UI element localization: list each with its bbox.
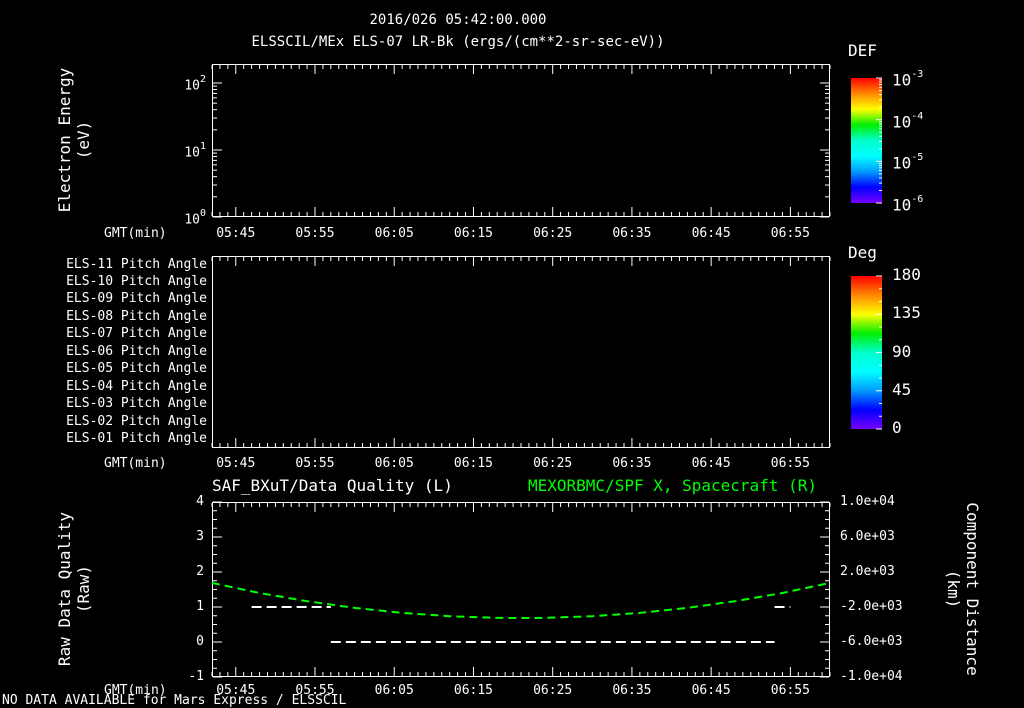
x-tick-label: 05:55 — [295, 226, 335, 241]
deg-colorbar-tick-label: 45 — [892, 379, 912, 399]
quality-distance-panel — [212, 502, 830, 677]
x-tick-label: 05:45 — [216, 683, 256, 698]
p3-left-tick-label: 3 — [196, 529, 204, 544]
x-tick-label: 05:55 — [295, 456, 335, 471]
p1-y-tick-label: 101 — [168, 141, 206, 160]
p3-right-tick-label: -2.0e+03 — [840, 599, 903, 614]
no-data-message: NO DATA AVAILABLE for Mars Express / ELS… — [2, 693, 347, 708]
pitch-angle-row-label: ELS-01 Pitch Angle — [66, 431, 207, 446]
x-tick-label: 06:35 — [612, 456, 652, 471]
def-colorbar-tick-label: 10-6 — [892, 193, 923, 214]
x-tick-label: 06:35 — [612, 683, 652, 698]
x-tick-label: 06:55 — [770, 456, 810, 471]
def-colorbar-tick-label: 10-3 — [892, 68, 923, 89]
p3-right-series-title: MEXORBMC/SPF X, Spacecraft (R) — [528, 476, 817, 495]
deg-colorbar-tick-label: 90 — [892, 341, 912, 361]
pitch-angle-panel — [212, 256, 830, 448]
pitch-angle-row-label: ELS-09 Pitch Angle — [66, 291, 207, 307]
p1-y-tick-label: 100 — [168, 208, 206, 227]
p3-right-tick-label: 1.0e+04 — [840, 494, 895, 509]
p1-y-tick-label-exp: 1 — [199, 141, 206, 152]
spacecraft-distance-curve — [211, 581, 831, 620]
x-tick-label: 06:05 — [374, 226, 414, 241]
p2-x-axis-name: GMT(min) — [104, 456, 167, 471]
p1-y-tick-label-base: 10 — [184, 212, 200, 228]
def-colorbar-tick-label-base: 10 — [892, 195, 912, 215]
x-tick-label: 05:55 — [295, 683, 335, 698]
p3-left-tick-label: 0 — [196, 634, 204, 649]
x-tick-label: 06:25 — [533, 456, 573, 471]
pitch-angle-row-label: ELS-02 Pitch Angle — [66, 413, 207, 429]
x-tick-label: 06:45 — [691, 456, 731, 471]
pitch-angle-row-label: ELS-06 Pitch Angle — [66, 343, 207, 359]
def-colorbar-tick-label-base: 10 — [892, 112, 912, 132]
deg-colorbar-tick-label: 0 — [892, 418, 902, 437]
def-colorbar-tick-label-base: 10 — [892, 153, 912, 173]
x-tick-label: 06:15 — [453, 683, 494, 698]
p3-right-tick-label: -6.0e+03 — [840, 634, 903, 649]
p1-x-axis-name: GMT(min) — [104, 226, 167, 241]
deg-colorbar-title: Deg — [848, 243, 877, 262]
pitch-angle-row-label: ELS-05 Pitch Angle — [66, 361, 207, 377]
def-colorbar-tick-label: 10-4 — [892, 110, 923, 131]
pitch-angle-row-label: ELS-03 Pitch Angle — [66, 396, 207, 412]
deg-colorbar-tick-label: 135 — [892, 303, 921, 323]
x-tick-label: 06:25 — [533, 683, 573, 698]
p3-left-tick-label: -1 — [188, 669, 204, 684]
pitch-angle-row-label: ELS-10 Pitch Angle — [66, 273, 207, 289]
p3-left-series-title: SAF_BXuT/Data Quality (L) — [212, 476, 453, 495]
x-tick-label: 06:45 — [691, 226, 731, 241]
p3-x-axis-name: GMT(min) — [104, 683, 167, 698]
def-colorbar — [851, 78, 882, 203]
x-tick-label: 06:25 — [533, 226, 573, 241]
p3-left-tick-label: 1 — [196, 599, 204, 614]
def-colorbar-tick-label-exp: -3 — [911, 69, 924, 80]
p1-y-tick-label-base: 10 — [184, 78, 200, 94]
def-colorbar-title: DEF — [848, 41, 877, 60]
x-tick-label: 06:15 — [453, 226, 494, 241]
p3-right-tick-label: -1.0e+04 — [840, 669, 903, 684]
p1-y-tick-label-exp: 0 — [199, 208, 206, 219]
def-colorbar-tick-label-exp: -4 — [911, 110, 924, 122]
p3-right-tick-label: 2.0e+03 — [840, 564, 895, 579]
x-tick-label: 05:45 — [216, 456, 256, 471]
def-colorbar-tick-label-exp: -5 — [911, 152, 924, 164]
pitch-angle-row-label: ELS-08 Pitch Angle — [66, 308, 207, 324]
p3-left-tick-label: 4 — [196, 494, 204, 509]
plot-title: ELSSCIL/MEx ELS-07 LR-Bk (ergs/(cm**2-sr… — [251, 34, 665, 50]
p1-y-tick-label-exp: 2 — [199, 74, 206, 85]
x-tick-label: 06:05 — [374, 456, 414, 471]
p1-y-tick-label: 102 — [168, 74, 206, 93]
p3-left-tick-label: 2 — [196, 564, 204, 579]
def-colorbar-tick-label-exp: -6 — [911, 194, 924, 205]
energy-spectrogram-panel — [212, 64, 830, 217]
pitch-angle-row-label: ELS-07 Pitch Angle — [66, 326, 207, 342]
x-tick-label: 06:15 — [453, 456, 494, 471]
x-tick-label: 06:55 — [770, 226, 810, 241]
x-tick-label: 06:35 — [612, 226, 652, 241]
timestamp-title: 2016/026 05:42:00.000 — [369, 12, 547, 28]
x-tick-label: 06:05 — [374, 683, 414, 698]
pitch-angle-row-label: ELS-04 Pitch Angle — [66, 378, 207, 394]
def-colorbar-tick-label-base: 10 — [892, 70, 912, 90]
deg-colorbar-tick-label: 180 — [892, 265, 921, 284]
x-tick-label: 06:55 — [770, 683, 810, 698]
def-colorbar-tick-label: 10-5 — [892, 151, 923, 172]
x-tick-label: 05:45 — [216, 226, 256, 241]
pitch-angle-row-label: ELS-11 Pitch Angle — [66, 256, 207, 272]
p3-right-tick-label: 6.0e+03 — [840, 529, 895, 544]
x-tick-label: 06:45 — [691, 683, 731, 698]
p1-y-tick-label-base: 10 — [184, 145, 200, 161]
